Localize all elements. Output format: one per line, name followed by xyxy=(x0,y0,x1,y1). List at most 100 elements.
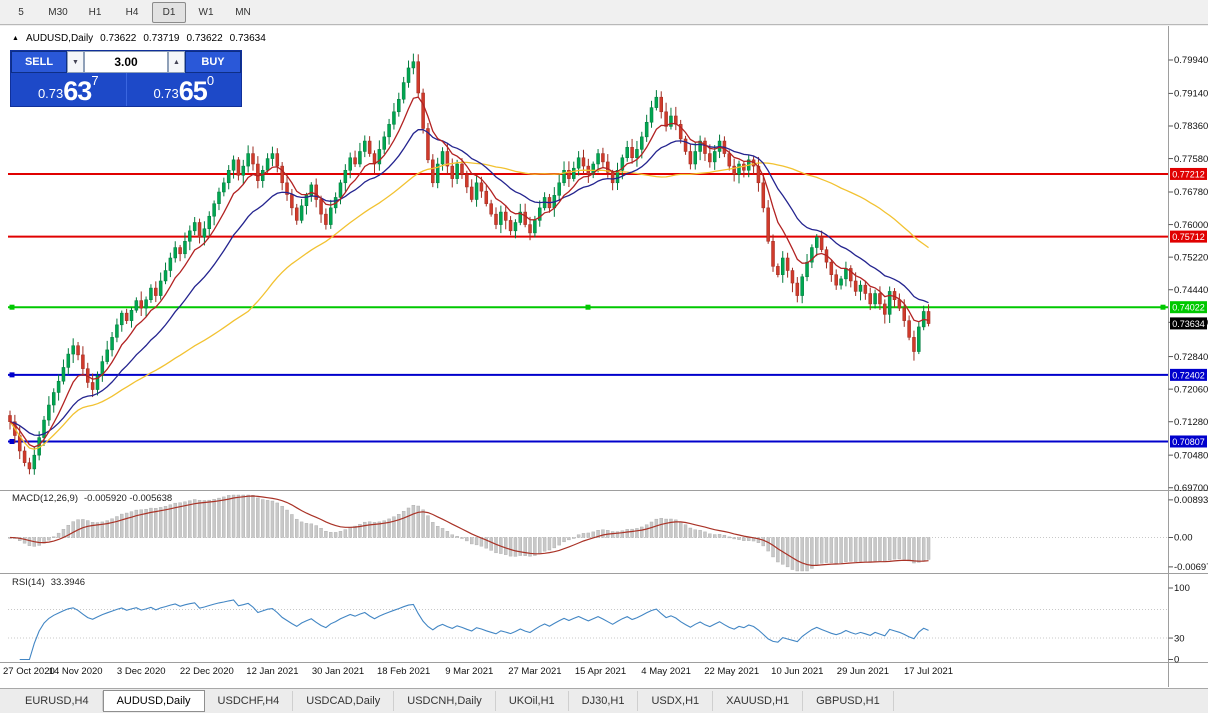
chart-tab-UKOil-H1[interactable]: UKOil,H1 xyxy=(496,691,569,711)
macd-histogram-bar xyxy=(785,537,790,568)
candle-body xyxy=(664,111,668,127)
candle-body xyxy=(183,241,187,255)
macd-histogram-bar xyxy=(333,532,338,538)
date-label: 10 Jun 2021 xyxy=(771,666,823,677)
macd-histogram-bar xyxy=(363,521,367,538)
chart-tab-USDX-H1[interactable]: USDX,H1 xyxy=(638,691,714,711)
hline-handle[interactable] xyxy=(9,304,15,310)
macd-histogram-bar xyxy=(173,502,177,538)
candle-body xyxy=(508,220,513,232)
macd-histogram-bar xyxy=(154,507,158,538)
timeframe-button-5[interactable]: 5 xyxy=(18,6,24,18)
candle-body xyxy=(95,375,100,390)
timeframe-toolbar: 5 M30 H1 H4 D1 W1 MN xyxy=(0,0,1208,25)
candle-body xyxy=(610,172,615,184)
volume-input[interactable] xyxy=(84,51,168,73)
chart-tab-AUDUSD-Daily[interactable]: AUDUSD,Daily xyxy=(102,690,205,712)
buy-button[interactable]: BUY xyxy=(185,51,241,73)
candle-body xyxy=(853,280,858,292)
timeframe-button-H1[interactable]: H1 xyxy=(88,6,102,18)
candle-body xyxy=(771,241,775,267)
candle-body xyxy=(780,257,785,275)
date-label: 22 May 2021 xyxy=(704,666,759,677)
rsi-axis-label: 0 xyxy=(1174,655,1179,666)
macd-histogram-bar xyxy=(513,537,518,557)
candle-body xyxy=(474,182,479,200)
macd-histogram-bar xyxy=(839,537,843,564)
sell-price-display[interactable]: 0.73 63 7 xyxy=(11,73,127,106)
candle-body xyxy=(737,163,741,175)
sell-button[interactable]: SELL xyxy=(11,51,67,73)
macd-histogram-bar xyxy=(742,537,746,541)
volume-increase-icon[interactable]: ▲ xyxy=(168,51,185,73)
candle-body xyxy=(678,124,683,140)
macd-histogram-bar xyxy=(630,528,634,538)
chart-tab-GBPUSD-H1[interactable]: GBPUSD,H1 xyxy=(803,691,894,711)
candle-body xyxy=(790,270,795,284)
candle-body xyxy=(883,303,887,315)
timeframe-button-H4[interactable]: H4 xyxy=(125,6,139,18)
candle-body xyxy=(572,167,576,179)
macd-histogram-bar xyxy=(610,531,615,538)
candle-body xyxy=(377,149,382,165)
chart-tab-USDCNH-Daily[interactable]: USDCNH,Daily xyxy=(394,691,496,711)
candle-body xyxy=(708,153,712,163)
macd-histogram-bar xyxy=(640,526,644,538)
candle-body xyxy=(411,61,416,69)
macd-histogram-bar xyxy=(348,527,352,538)
candle-body xyxy=(615,170,620,184)
candle-body xyxy=(596,153,600,165)
candle-body xyxy=(294,207,299,221)
macd-histogram-bar xyxy=(450,534,454,538)
timeframe-button-D1[interactable]: D1 xyxy=(152,1,186,23)
chart-tab-DJ30-H1[interactable]: DJ30,H1 xyxy=(569,691,639,711)
hline-price-tag xyxy=(1170,435,1207,448)
hline-handle[interactable] xyxy=(9,372,15,378)
price-tick-label: 0.77580 xyxy=(1174,154,1208,165)
date-label: 30 Jan 2021 xyxy=(312,666,364,677)
chart-tabs-bar: EURUSD,H4 AUDUSD,Daily USDCHF,H4 USDCAD,Dai… xyxy=(0,688,1208,713)
hline-handle[interactable] xyxy=(585,304,591,310)
timeframe-button-MN[interactable]: MN xyxy=(235,6,251,18)
hline-price-tag-label: 0.70807 xyxy=(1172,437,1205,447)
chart-tab-USDCHF-H4[interactable]: USDCHF,H4 xyxy=(205,691,294,711)
timeframe-button-W1[interactable]: W1 xyxy=(198,6,214,18)
candle-body xyxy=(406,67,411,83)
candle-body xyxy=(319,199,323,215)
macd-histogram-bar xyxy=(538,537,542,554)
hline-handle[interactable] xyxy=(9,438,15,444)
price-tick-label: 0.78360 xyxy=(1174,121,1208,132)
candle-body xyxy=(197,222,202,238)
macd-histogram-bar xyxy=(86,520,90,538)
price-tick-label: 0.70480 xyxy=(1174,450,1208,461)
chart-tab-EURUSD-H4[interactable]: EURUSD,H4 xyxy=(12,691,103,711)
macd-histogram-bar xyxy=(489,537,493,551)
macd-histogram-bar xyxy=(110,518,114,538)
volume-dropdown-icon[interactable]: ▼ xyxy=(67,51,84,73)
candle-body xyxy=(606,161,610,173)
macd-histogram-bar xyxy=(547,537,552,551)
rsi-label: RSI(14) xyxy=(12,577,45,588)
candle-body xyxy=(693,151,698,165)
candle-body xyxy=(591,163,595,175)
chart-tab-XAUUSD-H1[interactable]: XAUUSD,H1 xyxy=(713,691,804,711)
price-tick-label: 0.72060 xyxy=(1174,384,1208,395)
macd-histogram-bar xyxy=(917,537,921,563)
macd-histogram-bar xyxy=(635,528,639,538)
timeframe-button-M30[interactable]: M30 xyxy=(48,6,68,18)
chart-tab-USDCAD-Daily[interactable]: USDCAD,Daily xyxy=(293,691,395,711)
macd-histogram-bar xyxy=(484,537,488,549)
candle-body xyxy=(503,211,508,221)
macd-histogram-bar xyxy=(664,518,668,538)
macd-histogram-bar xyxy=(771,537,775,558)
candle-body xyxy=(897,299,902,309)
candle-body xyxy=(431,159,435,184)
macd-histogram-bar xyxy=(883,537,887,562)
buy-price-display[interactable]: 0.73 65 0 xyxy=(127,73,242,106)
hline-handle[interactable] xyxy=(1160,304,1166,310)
candle-body xyxy=(800,276,804,296)
candle-body xyxy=(479,182,484,192)
candle-body xyxy=(241,165,246,176)
candle-body xyxy=(844,268,848,280)
